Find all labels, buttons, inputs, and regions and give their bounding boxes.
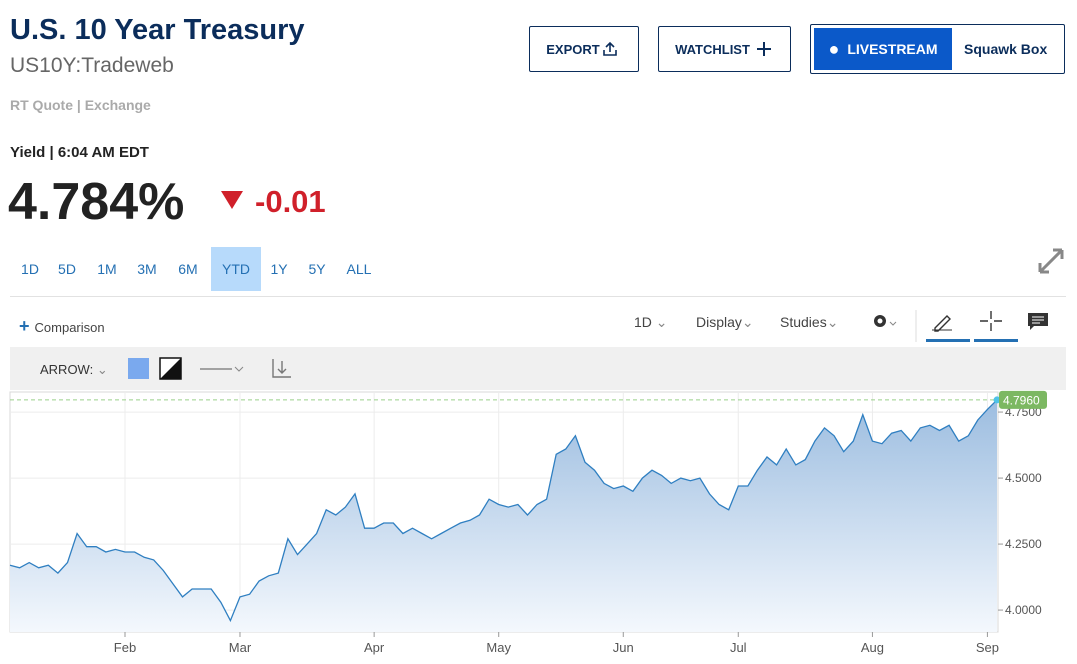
tool-menu[interactable]: ARROW: ⌄	[40, 362, 108, 378]
price: 4.784%	[8, 173, 185, 231]
quote-source: RT Quote | Exchange	[10, 97, 151, 113]
live-dot: ●	[828, 38, 840, 59]
squawk-label: Squawk Box	[964, 41, 1048, 57]
live-group: ● LIVESTREAM Squawk Box	[810, 24, 1065, 74]
comparison[interactable]: + Comparison	[19, 316, 105, 337]
range-tab[interactable]: YTD	[211, 247, 261, 291]
drawing-toolbar	[10, 347, 1066, 390]
comparison-plus: +	[19, 316, 30, 336]
range-tab[interactable]: 1M	[97, 261, 117, 277]
yield-label: Yield | 6:04 AM EDT	[10, 144, 149, 161]
comparison-label: Comparison	[34, 320, 105, 335]
display-menu[interactable]: Display⌄	[696, 314, 754, 331]
x-tick-label: Feb	[114, 640, 136, 655]
title: U.S. 10 Year Treasury	[10, 14, 305, 46]
crosshair-icon[interactable]	[974, 311, 1018, 342]
last-point	[993, 396, 1001, 404]
expand-icon[interactable]	[1037, 247, 1065, 275]
x-tick-label: Apr	[364, 640, 385, 655]
export-icon	[602, 41, 617, 56]
x-tick-label: Jul	[730, 640, 747, 655]
caret: ⌄	[655, 314, 668, 330]
last-value-label: 4.7960	[1003, 393, 1040, 407]
divider	[10, 296, 1066, 297]
interval-label: 1D	[634, 314, 652, 330]
change: -0.01	[255, 184, 326, 219]
snap-icon[interactable]	[272, 359, 291, 378]
livestream-button[interactable]: ● LIVESTREAM	[814, 28, 952, 70]
range-tab[interactable]: 5D	[58, 261, 76, 277]
watchlist-button[interactable]: WATCHLIST	[658, 26, 791, 72]
range-tab[interactable]: 6M	[178, 261, 198, 277]
tool-label: ARROW:	[40, 362, 94, 377]
line-color[interactable]	[159, 357, 182, 380]
symbol: US10Y:Tradeweb	[10, 54, 174, 77]
export-button[interactable]: EXPORT	[529, 26, 639, 72]
watchlist-label: WATCHLIST	[675, 41, 750, 57]
fill-color[interactable]	[128, 358, 149, 379]
line-style[interactable]	[200, 366, 244, 372]
area-fill	[10, 399, 997, 632]
chart-tools	[874, 310, 1048, 342]
range-tab[interactable]: 1Y	[270, 261, 288, 277]
interval-menu[interactable]: 1D ⌄	[634, 314, 668, 331]
range-tab[interactable]: 1D	[21, 261, 39, 277]
plus-icon	[756, 42, 771, 56]
range-tab[interactable]: 5Y	[308, 261, 326, 277]
export-label: EXPORT	[546, 41, 600, 57]
drawing-options	[128, 357, 291, 380]
y-tick-label: 4.5000	[1005, 471, 1042, 485]
last-value-box	[999, 390, 1047, 409]
chart: Feb Mar Apr May Jun Jul Aug Sep 4.0000 4.2500 4.50…	[9, 390, 1047, 655]
display-label: Display	[696, 314, 742, 330]
x-tick-label: Jun	[613, 640, 634, 655]
caret: ⌄	[741, 314, 754, 330]
studies-menu[interactable]: Studies⌄	[780, 314, 838, 331]
down-arrow	[221, 191, 243, 209]
x-tick-label: Aug	[861, 640, 884, 655]
range-tab[interactable]: ALL	[346, 261, 372, 277]
caret: ⌄	[826, 314, 839, 330]
studies-label: Studies	[780, 314, 827, 330]
draw-icon[interactable]	[926, 315, 970, 342]
y-tick-label: 4.0000	[1005, 603, 1042, 617]
y-tick-label: 4.2500	[1005, 537, 1042, 551]
settings-icon[interactable]	[874, 315, 897, 327]
area-line	[9, 399, 998, 623]
x-tick-label: May	[486, 640, 511, 655]
caret: ⌄	[96, 362, 108, 377]
x-tick-label: Sep	[976, 640, 999, 655]
comment-icon[interactable]	[1028, 313, 1048, 330]
livestream-label: LIVESTREAM	[847, 41, 938, 57]
squawk-button[interactable]: Squawk Box	[964, 41, 1047, 57]
range-tab[interactable]: 3M	[137, 261, 157, 277]
x-tick-label: Mar	[229, 640, 252, 655]
